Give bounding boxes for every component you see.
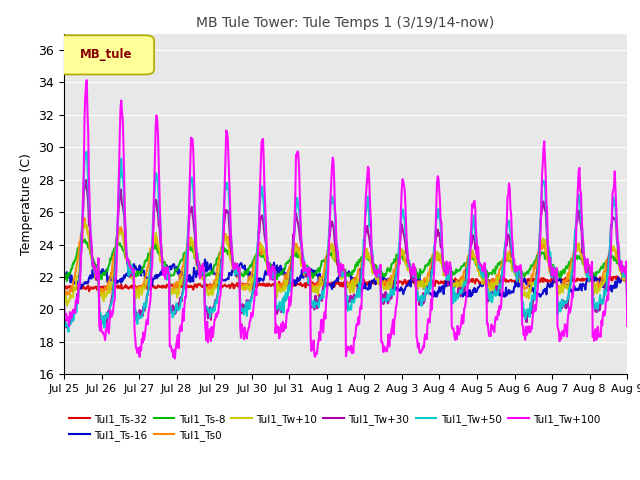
Text: MB_tule: MB_tule [80,48,132,61]
FancyBboxPatch shape [58,36,154,74]
Title: MB Tule Tower: Tule Temps 1 (3/19/14-now): MB Tule Tower: Tule Temps 1 (3/19/14-now… [196,16,495,30]
Legend: Tul1_Ts-32, Tul1_Ts-16, Tul1_Ts-8, Tul1_Ts0, Tul1_Tw+10, Tul1_Tw+30, Tul1_Tw+50,: Tul1_Ts-32, Tul1_Ts-16, Tul1_Ts-8, Tul1_… [69,414,600,441]
Y-axis label: Temperature (C): Temperature (C) [20,153,33,255]
